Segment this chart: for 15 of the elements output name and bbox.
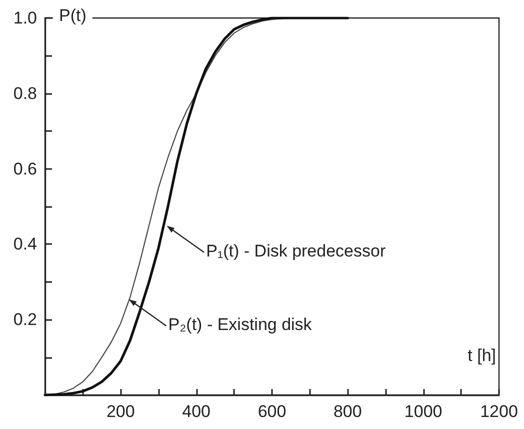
y-tick-label: 1.0 [13,8,37,28]
x-tick-label: 1000 [404,402,442,421]
x-tick-label: 200 [106,402,135,421]
annotation: P₁(t) - Disk predecessor [206,241,386,260]
x-tick-label: 600 [258,402,286,421]
y-tick-label: 0.6 [13,159,37,178]
y-tick-label: 0.4 [13,234,37,254]
y-axis-title: P(t) [59,6,86,25]
x-tick-label: 400 [182,402,211,421]
x-tick-label: 800 [333,402,362,421]
x-axis-title: t [h] [468,346,496,365]
y-tick-label: 0.2 [13,310,37,330]
x-tick-label: 1200 [480,402,518,421]
annotation: P₂(t) - Existing disk [168,314,312,334]
y-tick-label: 0.8 [13,84,37,103]
